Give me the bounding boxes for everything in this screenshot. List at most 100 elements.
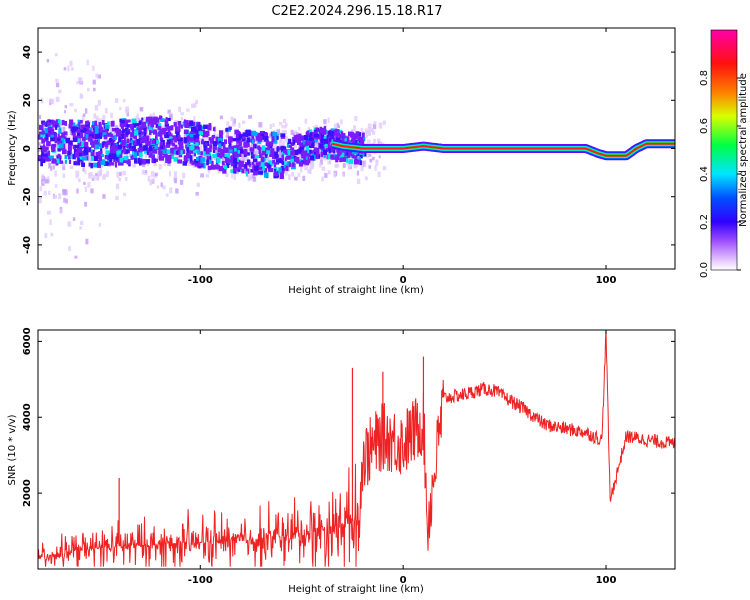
spectrogram-noise-speck <box>44 233 48 239</box>
spectrogram-noise-speck <box>100 133 104 139</box>
colorbar-tick-label: 0.6 <box>699 118 710 134</box>
spectrogram-core-cell <box>148 117 153 124</box>
spectrogram-core-cell <box>212 153 217 159</box>
spectrogram-core-cell <box>47 126 53 132</box>
spectrogram-core-cell <box>267 168 271 172</box>
spectrogram-noise-speck <box>58 89 62 94</box>
spectrogram-core-cell <box>170 138 174 145</box>
spectrogram-noise-speck <box>110 112 113 119</box>
spectrogram-core-cell <box>233 157 238 164</box>
spectrogram-y-tick-label: -20 <box>22 188 33 206</box>
spectrogram-core-cell <box>212 134 216 139</box>
spectrogram-core-cell <box>250 149 254 155</box>
spectrogram-core-cell <box>279 157 284 164</box>
spectrogram-core-cell <box>94 133 99 140</box>
spectrogram-core-cell <box>113 158 116 162</box>
spectrogram-core-cell <box>47 119 51 123</box>
spectrogram-core-cell <box>148 149 152 153</box>
spectrogram-noise-speck <box>43 190 47 196</box>
spectrogram-noise-speck <box>38 142 41 146</box>
spectrogram-core-cell <box>135 138 141 145</box>
spectrogram-noise-speck <box>220 144 224 149</box>
spectrogram-core-cell <box>100 130 104 135</box>
spectrogram-core-cell <box>272 159 276 164</box>
spectrogram-noise-speck <box>231 121 236 127</box>
spectrogram-core-cell <box>178 126 181 133</box>
spectrogram-core-cell <box>222 153 228 158</box>
spectrogram-core-cell <box>328 147 331 154</box>
spectrogram-noise-speck <box>50 232 54 237</box>
spectrogram-core-cell <box>58 156 62 162</box>
snr-y-tick-label: 6000 <box>22 327 33 355</box>
spectrogram-core-cell <box>309 143 315 149</box>
spectrogram-marks <box>38 53 675 259</box>
spectrogram-core-cell <box>323 152 326 158</box>
spectrogram-core-cell <box>189 132 194 136</box>
spectrogram-core-cell <box>263 167 268 173</box>
spectrogram-core-cell <box>202 162 206 169</box>
spectrogram-core-cell <box>130 132 134 137</box>
spectrogram-core-cell <box>315 149 320 155</box>
spectrogram-core-cell <box>137 130 142 135</box>
spectrogram-core-cell <box>83 141 89 147</box>
spectrogram-noise-speck <box>38 197 42 204</box>
spectrogram-core-cell <box>358 157 362 162</box>
spectrogram-noise-speck <box>124 152 129 158</box>
spectrogram-noise-speck <box>379 141 382 146</box>
spectrogram-core-cell <box>98 151 103 157</box>
spectrogram-core-cell <box>301 142 306 148</box>
spectrogram-core-cell <box>311 152 316 157</box>
spectrogram-core-cell <box>126 145 131 152</box>
spectrogram-core-cell <box>323 126 327 130</box>
spectrogram-noise-speck <box>109 127 114 131</box>
spectrogram-core-cell <box>267 145 270 149</box>
spectrogram-core-cell <box>93 162 98 168</box>
spectrogram-noise-speck <box>212 138 216 143</box>
spectrogram-core-cell <box>164 119 169 125</box>
spectrogram-noise-speck <box>248 115 253 119</box>
spectrogram-core-cell <box>285 155 291 160</box>
spectrogram-core-cell <box>309 149 312 153</box>
spectrogram-core-cell <box>182 161 188 166</box>
spectrogram-core-cell <box>91 142 95 148</box>
spectrogram-core-cell <box>165 131 169 137</box>
spectrogram-core-cell <box>159 115 162 120</box>
spectrogram-core-cell <box>38 155 41 160</box>
spectrogram-core-cell <box>168 131 172 135</box>
spectrogram-noise-speck <box>226 121 230 126</box>
spectrogram-core-cell <box>77 138 80 144</box>
spectrogram-core-cell <box>57 140 63 145</box>
spectrogram-core-cell <box>76 130 82 136</box>
spectrogram-core-cell <box>254 144 257 149</box>
spectrogram-core-cell <box>154 158 158 162</box>
spectrogram-noise-speck <box>154 172 158 176</box>
spectrogram-core-cell <box>73 148 78 155</box>
spectrogram-core-cell <box>218 165 224 172</box>
spectrogram-core-cell <box>137 128 142 133</box>
spectrogram-core-cell <box>235 159 241 165</box>
snr-ticks: -100 0 100 2000 4000 6000 <box>22 327 675 586</box>
spectrogram-noise-speck <box>364 128 368 134</box>
spectrogram-noise-speck <box>368 165 371 169</box>
spectrogram-core-cell <box>131 148 135 155</box>
spectrogram-core-cell <box>292 161 295 168</box>
spectrogram-noise-speck <box>309 166 313 170</box>
spectrogram-noise-speck <box>319 162 322 168</box>
spectrogram-noise-speck <box>98 222 101 227</box>
spectrogram-core-cell <box>90 155 93 161</box>
spectrogram-core-cell <box>354 159 360 165</box>
spectrogram-core-cell <box>109 162 114 166</box>
spectrogram-core-cell <box>309 155 315 161</box>
spectrogram-noise-speck <box>54 53 58 57</box>
spectrogram-core-cell <box>271 151 276 156</box>
spectrogram-core-cell <box>130 139 134 145</box>
spectrogram-core-cell <box>88 162 92 167</box>
spectrogram-noise-speck <box>354 115 358 122</box>
spectrogram-noise-speck <box>314 144 318 149</box>
spectrogram-core-cell <box>281 161 284 166</box>
spectrogram-core-cell <box>153 129 157 135</box>
spectrogram-core-cell <box>198 160 203 167</box>
spectrogram-noise-speck <box>95 115 99 121</box>
spectrogram-core-cell <box>206 147 209 151</box>
spectrogram-core-cell <box>178 148 181 155</box>
